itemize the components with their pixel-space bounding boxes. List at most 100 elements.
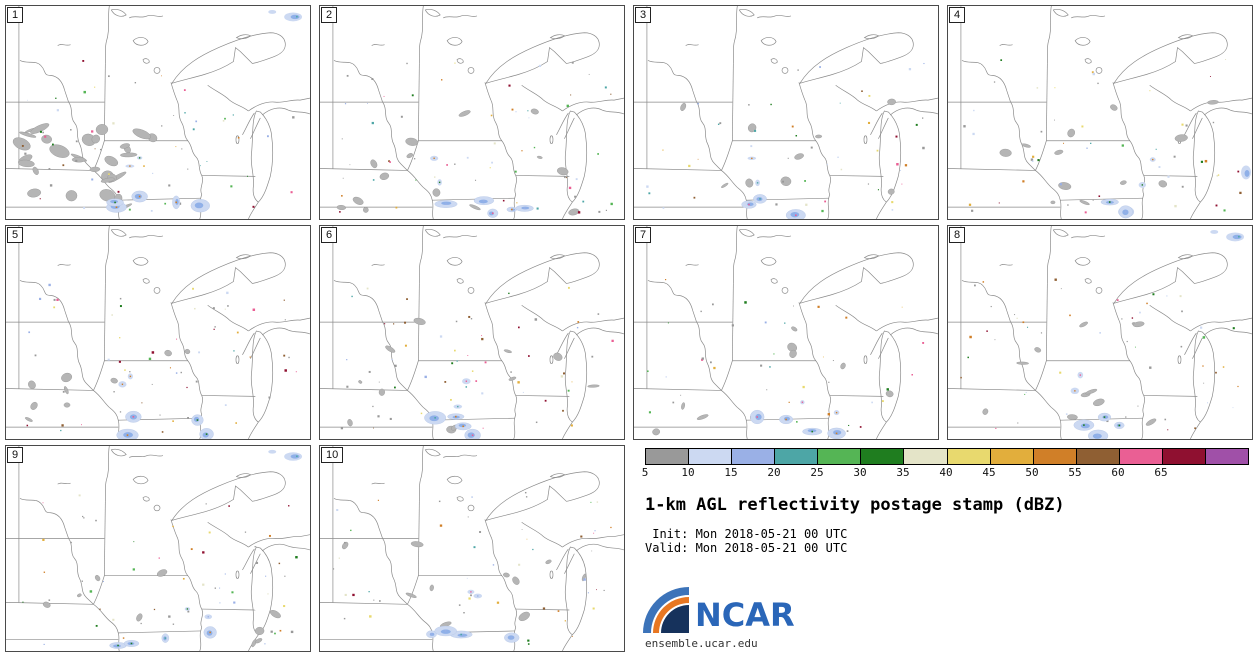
colorbar-segment bbox=[989, 449, 1033, 464]
map-panel-10: 10 bbox=[319, 445, 625, 652]
plot-title: 1-km AGL reflectivity postage stamp (dBZ… bbox=[645, 495, 1065, 515]
panel-number: 3 bbox=[635, 7, 652, 23]
map-panel-1: 1 bbox=[5, 5, 311, 220]
panel-number: 1 bbox=[7, 7, 24, 23]
colorbar-tick: 40 bbox=[939, 466, 953, 479]
gray-echoes bbox=[341, 541, 587, 628]
speckle-echoes bbox=[647, 279, 925, 432]
corner-cell bbox=[1241, 165, 1252, 180]
speckle-echoes bbox=[960, 278, 1239, 431]
panel-number: 7 bbox=[635, 227, 652, 243]
speckle-echoes bbox=[26, 283, 297, 433]
colorbar-tick: 60 bbox=[1111, 466, 1125, 479]
speckle-echoes bbox=[22, 494, 298, 645]
reflectivity-map bbox=[6, 226, 310, 439]
map-panel-7: 7 bbox=[633, 225, 939, 440]
storm-cells bbox=[1070, 371, 1125, 439]
reflectivity-map bbox=[6, 6, 310, 219]
postage-stamp-grid: 1 2 3 4 5 6 7 8 9 10 5 10 15 20 25 30 35 40 45 50… bbox=[5, 5, 1253, 652]
speckle-echoes bbox=[340, 286, 614, 430]
reflectivity-map bbox=[320, 226, 624, 439]
init-time: Init: Mon 2018-05-21 00 UTC bbox=[645, 527, 848, 541]
ncar-logo-text: NCAR bbox=[695, 596, 795, 633]
colorbar-tick: 45 bbox=[982, 466, 996, 479]
map-panel-3: 3 bbox=[633, 5, 939, 220]
gray-echoes bbox=[336, 108, 580, 216]
speckle-echoes bbox=[963, 59, 1242, 214]
panel-number: 4 bbox=[949, 7, 966, 23]
storm-cells bbox=[109, 607, 217, 649]
gray-echoes bbox=[652, 326, 894, 436]
colorbar-segment bbox=[1205, 449, 1249, 464]
storm-cells bbox=[1100, 157, 1156, 219]
storm-cells bbox=[106, 156, 210, 213]
gray-echoes bbox=[12, 123, 158, 211]
colorbar-segment bbox=[1032, 449, 1076, 464]
gray-echoes bbox=[347, 317, 600, 434]
valid-time: Valid: Mon 2018-05-21 00 UTC bbox=[645, 541, 848, 555]
colorbar-tick: 50 bbox=[1025, 466, 1039, 479]
map-panel-6: 6 bbox=[319, 225, 625, 440]
reflectivity-map bbox=[320, 446, 624, 651]
colorbar-segment bbox=[688, 449, 732, 464]
colorbar-ticks: 5 10 15 20 25 30 35 40 45 50 55 60 65 bbox=[641, 466, 1247, 480]
panel-number: 9 bbox=[7, 447, 24, 463]
colorbar-segment bbox=[1075, 449, 1119, 464]
storm-cells bbox=[424, 378, 481, 439]
map-panel-9: 9 bbox=[5, 445, 311, 652]
colorbar-segment bbox=[1118, 449, 1162, 464]
gray-echoes bbox=[680, 98, 896, 195]
panel-number: 2 bbox=[321, 7, 338, 23]
reflectivity-map bbox=[320, 6, 624, 219]
speckle-echoes bbox=[21, 59, 295, 212]
colorbar-segment bbox=[903, 449, 947, 464]
colorbar-segment bbox=[774, 449, 818, 464]
reflectivity-map bbox=[634, 226, 938, 439]
panel-number: 6 bbox=[321, 227, 338, 243]
reflectivity-map bbox=[948, 6, 1252, 219]
map-panel-2: 2 bbox=[319, 5, 625, 220]
storm-cells bbox=[750, 400, 846, 439]
colorbar-segment bbox=[946, 449, 990, 464]
panel-number: 5 bbox=[7, 227, 24, 243]
map-panel-8: 8 bbox=[947, 225, 1253, 440]
panel-number: 10 bbox=[321, 447, 344, 463]
colorbar-segment bbox=[860, 449, 904, 464]
reflectivity-map bbox=[634, 6, 938, 219]
map-panel-4: 4 bbox=[947, 5, 1253, 220]
colorbar-segment bbox=[731, 449, 775, 464]
gray-echoes bbox=[982, 321, 1157, 426]
colorbar-tick: 55 bbox=[1068, 466, 1082, 479]
colorbar-tick: 15 bbox=[724, 466, 738, 479]
reflectivity-map bbox=[6, 446, 310, 651]
map-panel-5: 5 bbox=[5, 225, 311, 440]
colorbar-tick: 10 bbox=[681, 466, 695, 479]
storm-cells bbox=[116, 373, 214, 439]
corner-cell bbox=[1210, 229, 1245, 242]
colorbar-tick: 25 bbox=[810, 466, 824, 479]
panel-number: 8 bbox=[949, 227, 966, 243]
speckle-echoes bbox=[646, 62, 925, 213]
storm-cells bbox=[741, 156, 806, 219]
gray-echoes bbox=[999, 100, 1219, 206]
gray-echoes bbox=[24, 349, 191, 422]
storm-cells bbox=[426, 589, 520, 643]
speckle-echoes bbox=[339, 61, 613, 214]
gray-echoes bbox=[42, 569, 281, 648]
colorbar-segment bbox=[646, 449, 689, 464]
colorbar-tick: 65 bbox=[1154, 466, 1168, 479]
colorbar-tick: 35 bbox=[896, 466, 910, 479]
corner-cell bbox=[268, 449, 303, 461]
speckle-echoes bbox=[332, 491, 612, 645]
ncar-logo: NCAR bbox=[643, 587, 823, 637]
corner-cell bbox=[268, 9, 303, 22]
colorbar-segment bbox=[817, 449, 861, 464]
site-url: ensemble.ucar.edu bbox=[645, 637, 758, 650]
ncar-logo-swoosh bbox=[643, 587, 689, 633]
legend-block: 5 10 15 20 25 30 35 40 45 50 55 60 65 1-km AGL refle… bbox=[633, 445, 1253, 652]
colorbar-tick: 30 bbox=[853, 466, 867, 479]
storm-cells bbox=[430, 155, 534, 218]
reflectivity-map bbox=[948, 226, 1252, 439]
colorbar-segment bbox=[1161, 449, 1206, 464]
colorbar-tick: 5 bbox=[641, 466, 649, 479]
